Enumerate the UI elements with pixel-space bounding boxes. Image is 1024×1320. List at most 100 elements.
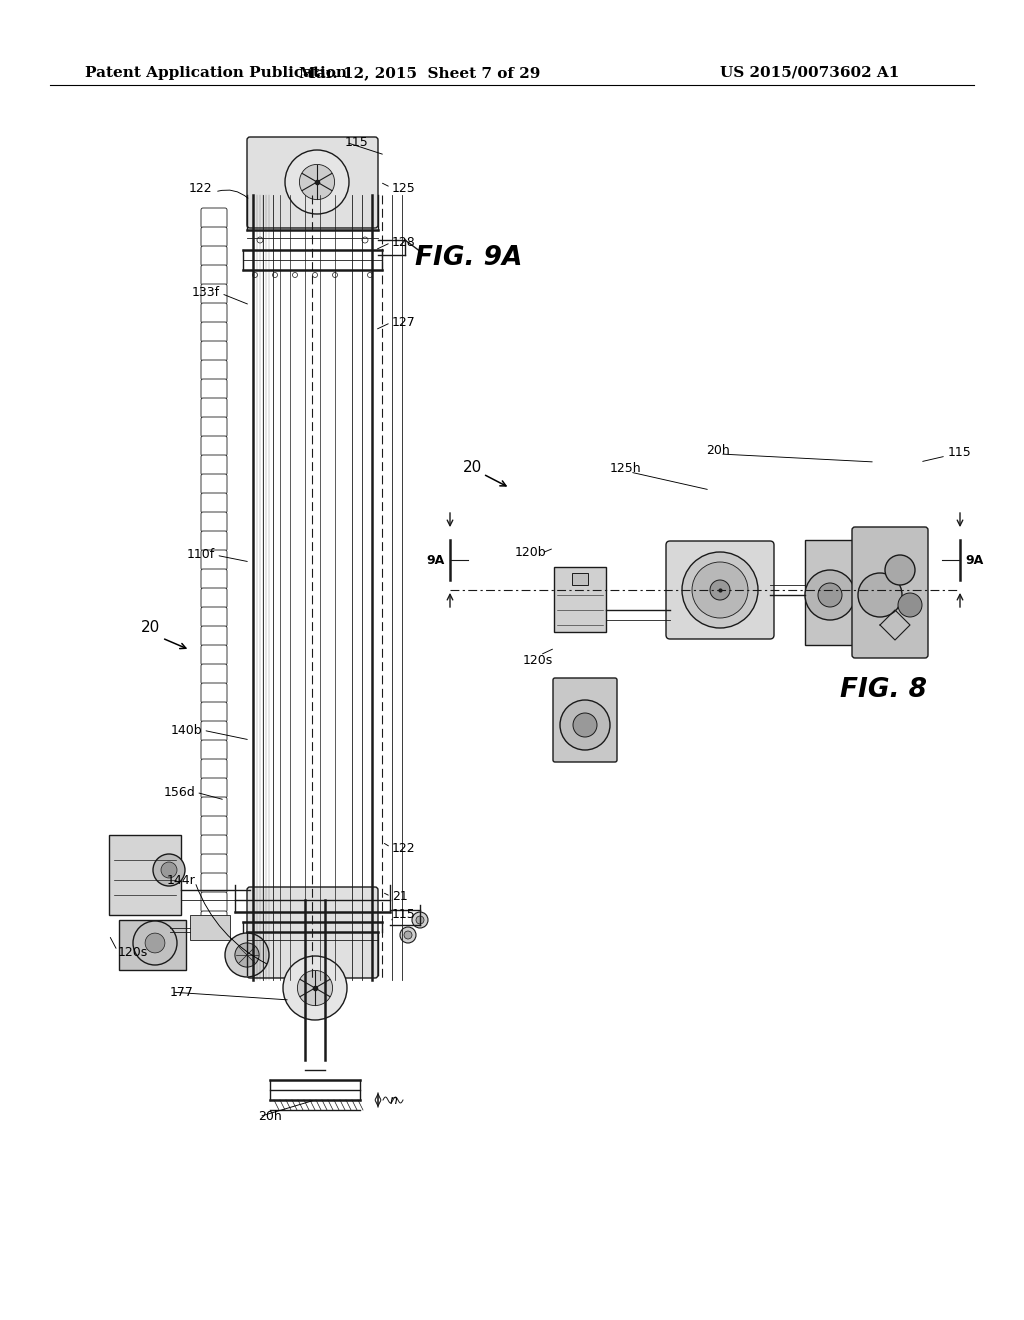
Text: 125: 125 bbox=[392, 181, 416, 194]
FancyBboxPatch shape bbox=[201, 911, 227, 931]
Circle shape bbox=[161, 862, 177, 878]
FancyBboxPatch shape bbox=[201, 341, 227, 360]
Circle shape bbox=[885, 554, 915, 585]
FancyBboxPatch shape bbox=[201, 492, 227, 513]
Text: 120s: 120s bbox=[118, 945, 148, 958]
Text: 115: 115 bbox=[392, 908, 416, 921]
Circle shape bbox=[283, 956, 347, 1020]
FancyBboxPatch shape bbox=[201, 626, 227, 645]
Text: 20: 20 bbox=[463, 461, 481, 475]
FancyBboxPatch shape bbox=[201, 436, 227, 455]
Circle shape bbox=[257, 238, 263, 243]
Text: 122: 122 bbox=[188, 181, 212, 194]
Text: 122: 122 bbox=[392, 842, 416, 854]
Text: US 2015/0073602 A1: US 2015/0073602 A1 bbox=[720, 66, 899, 81]
Circle shape bbox=[710, 579, 730, 601]
Bar bbox=[119, 920, 186, 970]
Circle shape bbox=[368, 272, 373, 277]
FancyBboxPatch shape bbox=[201, 512, 227, 532]
Text: 20: 20 bbox=[140, 620, 160, 635]
FancyBboxPatch shape bbox=[201, 304, 227, 323]
Text: 128: 128 bbox=[392, 235, 416, 248]
FancyBboxPatch shape bbox=[201, 892, 227, 912]
Circle shape bbox=[299, 165, 335, 199]
FancyBboxPatch shape bbox=[201, 873, 227, 894]
Circle shape bbox=[234, 942, 259, 968]
Circle shape bbox=[682, 552, 758, 628]
Circle shape bbox=[312, 272, 317, 277]
Bar bbox=[572, 573, 588, 585]
FancyBboxPatch shape bbox=[201, 797, 227, 817]
Circle shape bbox=[416, 916, 424, 924]
FancyBboxPatch shape bbox=[201, 607, 227, 627]
FancyBboxPatch shape bbox=[201, 569, 227, 589]
FancyBboxPatch shape bbox=[201, 854, 227, 874]
Circle shape bbox=[560, 700, 610, 750]
Circle shape bbox=[285, 150, 349, 214]
FancyBboxPatch shape bbox=[201, 399, 227, 418]
Text: 156d: 156d bbox=[163, 785, 195, 799]
Circle shape bbox=[333, 272, 338, 277]
Circle shape bbox=[404, 931, 412, 939]
Circle shape bbox=[818, 583, 842, 607]
Circle shape bbox=[293, 272, 298, 277]
Circle shape bbox=[412, 912, 428, 928]
Bar bbox=[554, 568, 606, 632]
FancyBboxPatch shape bbox=[201, 417, 227, 437]
FancyBboxPatch shape bbox=[553, 678, 617, 762]
FancyBboxPatch shape bbox=[201, 759, 227, 779]
FancyBboxPatch shape bbox=[247, 137, 378, 228]
Text: Patent Application Publication: Patent Application Publication bbox=[85, 66, 347, 81]
Circle shape bbox=[253, 272, 257, 277]
Text: 20h: 20h bbox=[258, 1110, 282, 1123]
Text: 120b: 120b bbox=[514, 546, 546, 560]
FancyBboxPatch shape bbox=[201, 550, 227, 570]
FancyBboxPatch shape bbox=[247, 887, 378, 978]
Text: 144r: 144r bbox=[166, 874, 195, 887]
Text: 115: 115 bbox=[948, 446, 972, 459]
Text: Mar. 12, 2015  Sheet 7 of 29: Mar. 12, 2015 Sheet 7 of 29 bbox=[299, 66, 541, 81]
FancyBboxPatch shape bbox=[201, 741, 227, 760]
Text: 125h: 125h bbox=[609, 462, 641, 474]
FancyBboxPatch shape bbox=[201, 702, 227, 722]
FancyBboxPatch shape bbox=[201, 246, 227, 267]
Text: 115: 115 bbox=[345, 136, 369, 149]
FancyBboxPatch shape bbox=[201, 379, 227, 399]
FancyBboxPatch shape bbox=[201, 777, 227, 799]
FancyBboxPatch shape bbox=[201, 209, 227, 228]
FancyBboxPatch shape bbox=[201, 587, 227, 609]
FancyBboxPatch shape bbox=[201, 664, 227, 684]
Text: 9A: 9A bbox=[965, 553, 983, 566]
Circle shape bbox=[805, 570, 855, 620]
FancyBboxPatch shape bbox=[201, 227, 227, 247]
Text: 127: 127 bbox=[392, 315, 416, 329]
Text: 177: 177 bbox=[170, 986, 194, 998]
Circle shape bbox=[573, 713, 597, 737]
Circle shape bbox=[692, 562, 748, 618]
Text: 140b: 140b bbox=[170, 723, 202, 737]
Circle shape bbox=[133, 921, 177, 965]
Circle shape bbox=[145, 933, 165, 953]
Circle shape bbox=[297, 970, 333, 1006]
Text: n: n bbox=[389, 1093, 397, 1106]
FancyBboxPatch shape bbox=[852, 527, 928, 657]
Text: 20h: 20h bbox=[707, 444, 730, 457]
FancyBboxPatch shape bbox=[201, 682, 227, 704]
FancyBboxPatch shape bbox=[201, 836, 227, 855]
Circle shape bbox=[225, 933, 269, 977]
Text: FIG. 9A: FIG. 9A bbox=[415, 246, 522, 271]
FancyBboxPatch shape bbox=[201, 531, 227, 550]
Circle shape bbox=[898, 593, 922, 616]
FancyBboxPatch shape bbox=[201, 474, 227, 494]
FancyBboxPatch shape bbox=[201, 645, 227, 665]
Circle shape bbox=[400, 927, 416, 942]
FancyBboxPatch shape bbox=[201, 360, 227, 380]
Bar bbox=[805, 540, 855, 645]
Circle shape bbox=[153, 854, 185, 886]
FancyBboxPatch shape bbox=[201, 265, 227, 285]
Circle shape bbox=[858, 573, 902, 616]
FancyBboxPatch shape bbox=[201, 322, 227, 342]
FancyBboxPatch shape bbox=[201, 455, 227, 475]
Text: 110f: 110f bbox=[186, 549, 215, 561]
FancyBboxPatch shape bbox=[201, 816, 227, 836]
